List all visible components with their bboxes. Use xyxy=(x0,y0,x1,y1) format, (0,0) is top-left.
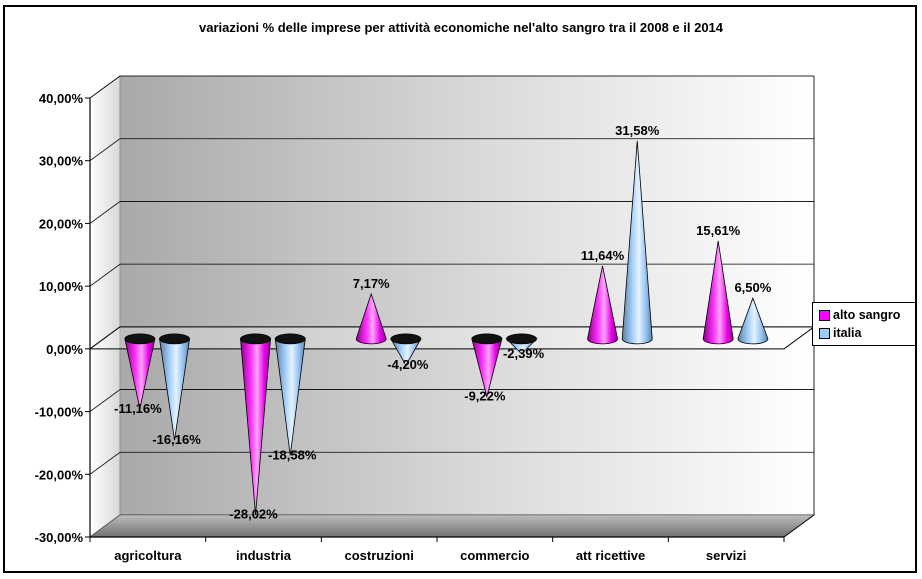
data-label: 15,61% xyxy=(696,223,741,238)
x-axis-depth xyxy=(783,514,815,538)
data-label: -2,39% xyxy=(503,346,545,361)
cone-italia-att-ricettive xyxy=(621,140,653,345)
cone-alto-sangro-servizi xyxy=(702,240,734,345)
cone-alto-sangro-agricoltura xyxy=(124,333,156,409)
y-tick-label: 30,00% xyxy=(39,154,84,169)
x-tick-label: agricoltura xyxy=(114,548,182,563)
gridline-side xyxy=(89,138,121,162)
y-tick-label: 10,00% xyxy=(39,279,84,294)
data-label: 11,64% xyxy=(581,248,625,263)
cone-alto-sangro-att-ricettive xyxy=(587,265,618,345)
cone-italia-servizi xyxy=(737,296,769,345)
data-label: -18,58% xyxy=(268,447,317,462)
x-tick-label: industria xyxy=(236,548,292,563)
data-label: -28,02% xyxy=(229,507,278,522)
cone-body xyxy=(702,240,734,345)
cone-body xyxy=(621,140,653,345)
y-tick-label: -10,00% xyxy=(35,405,84,420)
cone-italia-commercio xyxy=(505,333,538,355)
data-label: -11,16% xyxy=(114,401,162,416)
chart-title: variazioni % delle imprese per attività … xyxy=(198,20,724,35)
data-label: -4,20% xyxy=(387,357,429,372)
data-label: 31,58% xyxy=(615,123,660,138)
x-tick-label: commercio xyxy=(460,548,529,563)
y-tick-label: 20,00% xyxy=(39,216,84,231)
data-label: -9,22% xyxy=(464,389,506,404)
legend-swatch-italia xyxy=(819,327,830,339)
legend-label: italia xyxy=(833,326,862,340)
gridline-side xyxy=(89,389,121,412)
gridline-side xyxy=(89,201,121,224)
x-tick-label: costruzioni xyxy=(344,548,413,563)
data-label: 7,17% xyxy=(353,276,390,291)
cone-base xyxy=(240,333,271,345)
cone-italia-costruzioni xyxy=(390,333,422,367)
chart-legend: alto sangro italia xyxy=(812,302,916,346)
back-wall xyxy=(119,75,815,516)
x-tick-label: servizi xyxy=(706,548,746,563)
data-label: -16,16% xyxy=(152,432,201,447)
legend-swatch-alto-sangro xyxy=(819,309,830,321)
gridline-side xyxy=(89,263,121,287)
cone-base xyxy=(506,333,537,345)
legend-label: alto sangro xyxy=(833,308,901,322)
data-label: 6,50% xyxy=(734,280,771,295)
cone-base xyxy=(274,333,306,345)
x-tick-label: att ricettive xyxy=(576,548,645,563)
cone-base xyxy=(159,333,190,345)
cone-italia-industria xyxy=(274,333,306,456)
gridline-side xyxy=(89,75,121,99)
y-tick-label: -20,00% xyxy=(35,467,84,482)
y-tick-label: -30,00% xyxy=(35,530,84,545)
gridline-side xyxy=(89,451,121,475)
cone-body xyxy=(587,265,618,345)
cone-alto-sangro-commercio xyxy=(471,333,503,399)
legend-item-italia: italia xyxy=(819,324,915,342)
y-tick-label: 0,00% xyxy=(46,342,83,357)
legend-item-alto-sangro: alto sangro xyxy=(819,306,915,324)
cone-base xyxy=(471,333,503,345)
y-tick-label: 40,00% xyxy=(39,91,84,106)
cone-base xyxy=(124,333,156,345)
cone-italia-agricoltura xyxy=(159,333,191,441)
cone-body xyxy=(355,292,387,345)
cone-alto-sangro-industria xyxy=(240,333,271,515)
cone-base xyxy=(390,333,422,345)
side-wall xyxy=(89,75,121,538)
cone-alto-sangro-costruzioni xyxy=(355,292,387,345)
floor xyxy=(89,514,815,538)
cone-body xyxy=(737,296,769,345)
